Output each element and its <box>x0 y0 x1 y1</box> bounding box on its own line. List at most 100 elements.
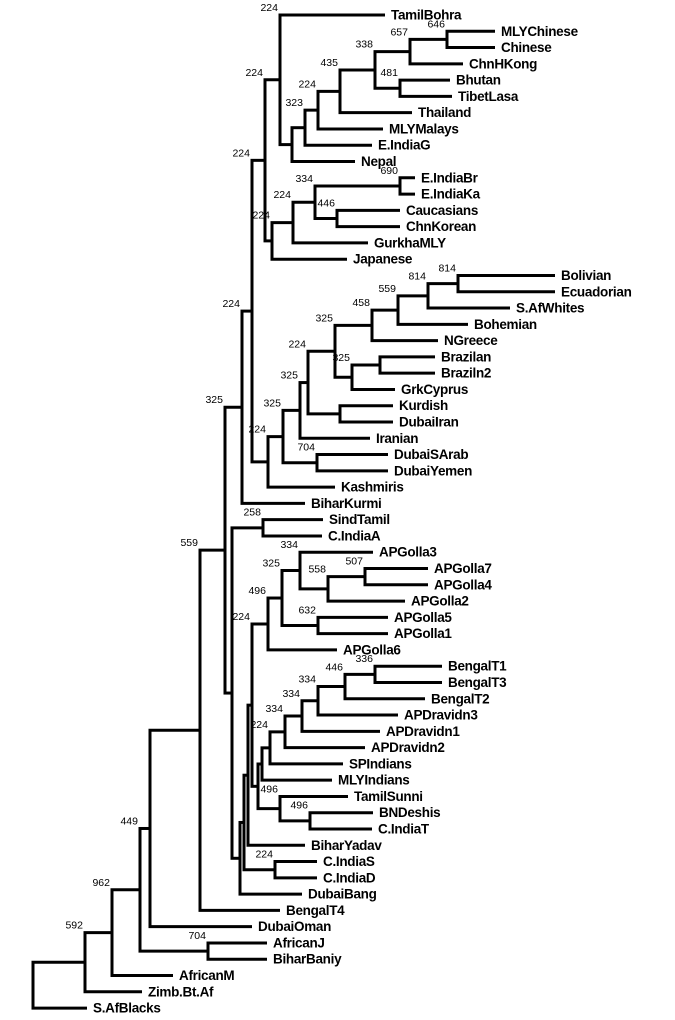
taxon-label: DubaiBang <box>308 887 377 902</box>
bootstrap-value: 814 <box>438 262 456 274</box>
bootstrap-value: 224 <box>255 849 273 861</box>
taxon-label: SPIndians <box>349 756 412 771</box>
taxon-label: Iranian <box>376 431 418 446</box>
bootstrap-value: 814 <box>408 271 426 283</box>
bootstrap-value: 646 <box>427 18 445 30</box>
taxon-label: C.IndiaT <box>378 822 430 837</box>
taxon-label: Kashmiris <box>341 480 404 495</box>
bootstrap-value: 704 <box>297 442 315 454</box>
taxon-label: APGolla2 <box>411 594 469 609</box>
taxon-label: E.IndiaKa <box>421 187 481 202</box>
taxon-label: BengalT2 <box>431 691 489 706</box>
taxon-label: GurkhaMLY <box>374 235 446 250</box>
bootstrap-value: 258 <box>243 507 261 519</box>
taxon-label: Bolivian <box>561 268 611 283</box>
taxon-label: DubaiSArab <box>394 447 468 462</box>
taxon-label: AfricanM <box>179 968 234 983</box>
taxon-label: Bhutan <box>456 73 501 88</box>
bootstrap-value: 224 <box>250 719 268 731</box>
bootstrap-value: 449 <box>120 815 138 827</box>
taxon-label: MLYMalays <box>389 121 459 136</box>
taxon-label: C.IndiaD <box>323 870 376 885</box>
taxon-label: Caucasians <box>406 203 478 218</box>
taxon-label: BengalT4 <box>286 903 345 918</box>
taxon-label: Thailand <box>418 105 471 120</box>
taxon-label: C.IndiaS <box>323 854 375 869</box>
taxon-label: ChnHKong <box>469 56 537 71</box>
taxon-label: GrkCyprus <box>401 382 468 397</box>
bootstrap-value: 325 <box>280 370 298 382</box>
taxon-label: Zimb.Bt.Af <box>148 984 214 999</box>
taxon-label: S.AfBlacks <box>93 1001 161 1016</box>
bootstrap-value: 224 <box>232 147 250 159</box>
bootstrap-value: 224 <box>298 78 316 90</box>
bootstrap-value: 224 <box>273 189 291 201</box>
taxon-label: SindTamil <box>329 512 390 527</box>
bootstrap-value: 496 <box>290 800 308 812</box>
taxon-label: NGreece <box>444 333 498 348</box>
taxon-label: TibetLasa <box>458 89 519 104</box>
taxon-label: APDravidn2 <box>371 740 445 755</box>
taxon-label: E.IndiaBr <box>421 170 479 185</box>
taxon-label: C.IndiaA <box>328 528 381 543</box>
taxon-label: E.IndiaG <box>378 138 430 153</box>
bootstrap-value: 334 <box>295 173 313 185</box>
taxon-label: APGolla7 <box>434 561 492 576</box>
bootstrap-value: 224 <box>245 67 263 79</box>
bootstrap-value: 334 <box>298 674 316 686</box>
bootstrap-value: 224 <box>232 611 250 623</box>
taxon-label: APGolla4 <box>434 577 492 592</box>
bootstrap-value: 325 <box>262 558 280 570</box>
taxon-label: APDravidn3 <box>404 708 478 723</box>
bootstrap-value: 325 <box>315 312 333 324</box>
bootstrap-value: 325 <box>332 352 350 364</box>
taxon-label: MLYChinese <box>501 24 579 39</box>
bootstrap-value: 323 <box>285 97 303 109</box>
taxon-label: BiharBaniy <box>273 952 342 967</box>
taxon-label: Nepal <box>361 154 396 169</box>
taxon-label: Ecuadorian <box>561 284 632 299</box>
bootstrap-value: 496 <box>248 585 266 597</box>
bootstrap-value: 224 <box>222 298 240 310</box>
taxon-label: APGolla5 <box>394 610 452 625</box>
taxon-label: Bohemian <box>474 317 537 332</box>
bootstrap-value: 334 <box>265 703 283 715</box>
bootstrap-value: 224 <box>252 210 270 222</box>
bootstrap-value: 558 <box>308 564 326 576</box>
taxon-label: BengalT3 <box>448 675 507 690</box>
bootstrap-value: 657 <box>390 26 408 38</box>
taxon-label: APGolla3 <box>379 545 437 560</box>
bootstrap-value: 334 <box>280 539 298 551</box>
bootstrap-value: 592 <box>65 920 83 932</box>
taxon-label: BengalT1 <box>448 659 507 674</box>
bootstrap-value: 507 <box>345 556 363 568</box>
bootstrap-value: 496 <box>260 783 278 795</box>
taxon-label: TamilBohra <box>391 8 462 23</box>
taxon-label: Braziln2 <box>441 366 491 381</box>
bootstrap-value: 325 <box>205 394 223 406</box>
bootstrap-value: 481 <box>380 67 398 79</box>
bootstrap-value: 336 <box>355 653 373 665</box>
bootstrap-value: 458 <box>352 297 370 309</box>
bootstrap-value: 224 <box>288 338 306 350</box>
taxon-label: AfricanJ <box>273 935 325 950</box>
bootstrap-value: 435 <box>320 57 338 69</box>
taxon-label: S.AfWhites <box>516 301 584 316</box>
bootstrap-value: 559 <box>180 537 198 549</box>
bootstrap-value: 224 <box>248 424 266 436</box>
bootstrap-value: 446 <box>325 661 343 673</box>
taxon-label: APGolla6 <box>343 642 401 657</box>
bootstrap-value: 338 <box>355 39 373 51</box>
bootstrap-value: 962 <box>92 877 110 889</box>
bootstrap-value: 704 <box>188 930 206 942</box>
taxon-label: DubaiOman <box>258 919 331 934</box>
taxon-label: BiharKurmi <box>311 496 382 511</box>
bootstrap-value: 224 <box>260 2 278 14</box>
bootstrap-value: 325 <box>263 397 281 409</box>
taxon-label: DubaiIran <box>399 415 459 430</box>
taxon-label: BNDeshis <box>379 805 440 820</box>
bootstrap-value: 559 <box>378 283 396 295</box>
taxon-label: APGolla1 <box>394 626 452 641</box>
